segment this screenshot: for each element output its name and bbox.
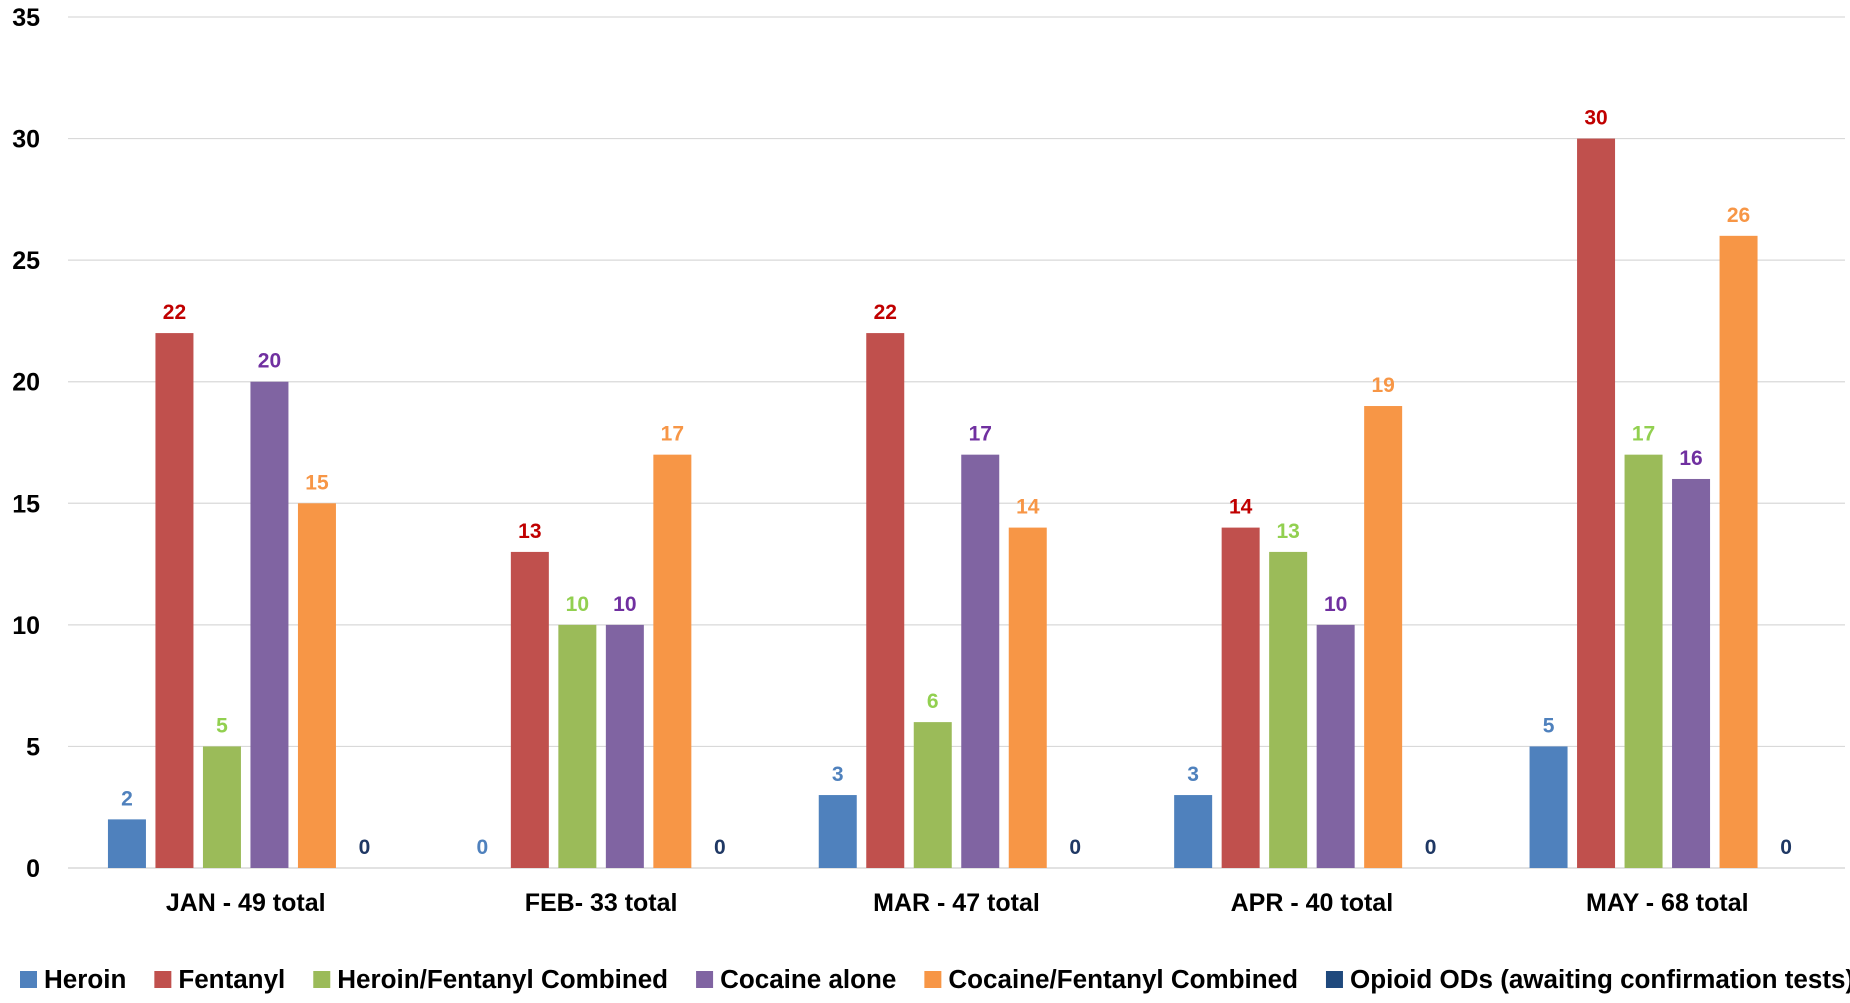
legend-swatch [1325, 971, 1343, 988]
y-tick-label: 20 [12, 369, 40, 397]
legend-label: Opioid ODs (awaiting confirmation tests) [1350, 964, 1850, 994]
y-tick-label: 10 [12, 612, 40, 640]
data-label: 17 [661, 423, 684, 446]
data-label: 17 [969, 423, 992, 446]
data-label: 10 [613, 593, 636, 616]
x-category-label: APR - 40 total [1231, 889, 1394, 917]
y-tick-label: 5 [26, 733, 40, 761]
data-label: 0 [714, 836, 726, 859]
data-label: 0 [1069, 836, 1081, 859]
data-label: 0 [1425, 836, 1437, 859]
data-label: 14 [1229, 496, 1253, 519]
data-label: 16 [1679, 447, 1702, 470]
data-label: 0 [1780, 836, 1792, 859]
data-label: 13 [518, 520, 541, 543]
data-label: 0 [359, 836, 371, 859]
data-label: 15 [305, 471, 329, 494]
data-label: 14 [1016, 496, 1040, 519]
data-label: 10 [566, 593, 589, 616]
data-label: 22 [163, 301, 186, 324]
legend-label: Fentanyl [178, 964, 285, 994]
legend-swatch [20, 971, 37, 988]
bar [961, 454, 1000, 868]
legend-label: Heroin/Fentanyl Combined [337, 964, 668, 994]
data-label: 3 [832, 763, 844, 786]
y-tick-label: 30 [12, 126, 40, 154]
bar [1624, 454, 1663, 868]
bar [1008, 527, 1047, 868]
bar [1672, 478, 1711, 868]
x-category-label: MAR - 47 total [873, 889, 1040, 917]
bar [1269, 551, 1308, 868]
bar [1174, 795, 1213, 868]
bar [1316, 624, 1355, 868]
x-axis-labels: JAN - 49 total FEB- 33 total MAR - 47 tota… [166, 889, 1749, 917]
x-category-label: MAY - 68 total [1586, 889, 1749, 917]
legend-label: Cocaine/Fentanyl Combined [948, 964, 1298, 994]
y-tick-label: 25 [12, 247, 40, 275]
bar [1221, 527, 1260, 868]
bar [1577, 138, 1616, 869]
data-label: 10 [1324, 593, 1347, 616]
legend-swatch [313, 971, 331, 988]
data-label: 2 [121, 787, 133, 810]
bar [866, 333, 905, 869]
bars [107, 138, 1758, 869]
bar [558, 624, 597, 868]
bar [1529, 746, 1568, 868]
y-tick-label: 15 [12, 490, 40, 518]
bar [818, 795, 857, 868]
bar [1364, 406, 1403, 868]
x-category-label: JAN - 49 total [166, 889, 326, 917]
legend-swatch [696, 971, 714, 988]
legend-label: Heroin [44, 964, 126, 994]
data-label: 5 [1543, 714, 1555, 737]
y-axis-ticks: 0 5 10 15 20 25 30 35 [12, 4, 40, 883]
legend-swatch [924, 971, 942, 988]
bar [202, 746, 241, 868]
bar [605, 624, 644, 868]
data-label: 0 [477, 836, 489, 859]
bar [1719, 235, 1758, 869]
data-label: 5 [216, 714, 228, 737]
data-label: 6 [927, 690, 939, 713]
data-label: 20 [258, 350, 281, 373]
bar [155, 333, 194, 869]
data-label: 19 [1371, 374, 1394, 397]
x-category-label: FEB- 33 total [525, 889, 678, 917]
data-label: 26 [1727, 204, 1750, 227]
legend: Heroin Fentanyl Heroin/Fentanyl Combined Co… [20, 964, 1850, 994]
bar [297, 503, 336, 868]
bar [653, 454, 692, 868]
bar [107, 819, 146, 868]
legend-label: Cocaine alone [720, 964, 896, 994]
data-label: 3 [1187, 763, 1199, 786]
legend-swatch [154, 971, 172, 988]
data-label: 13 [1276, 520, 1299, 543]
data-label: 30 [1584, 107, 1607, 130]
bar [913, 722, 952, 868]
data-label: 22 [874, 301, 897, 324]
y-tick-label: 0 [26, 855, 40, 883]
bar [250, 381, 289, 868]
bar [510, 551, 549, 868]
data-label: 17 [1632, 423, 1655, 446]
y-tick-label: 35 [12, 4, 40, 32]
